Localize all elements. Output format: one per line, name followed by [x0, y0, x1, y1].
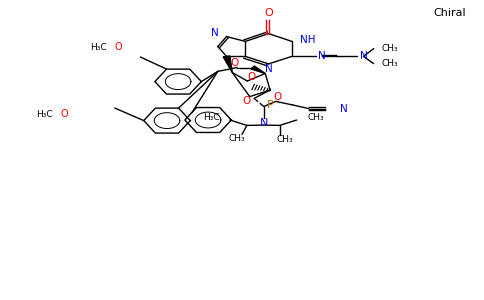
Text: H₃C: H₃C — [36, 110, 52, 119]
Polygon shape — [223, 56, 232, 73]
Text: P: P — [267, 100, 273, 110]
Text: Chiral: Chiral — [434, 8, 467, 19]
Text: CH₃: CH₃ — [381, 59, 398, 68]
Text: O: O — [60, 109, 68, 119]
Text: O: O — [230, 58, 239, 68]
Text: N: N — [265, 64, 272, 74]
Text: NH: NH — [300, 34, 316, 45]
Text: N: N — [318, 51, 326, 62]
Text: O: O — [247, 72, 256, 82]
Text: CH₃: CH₃ — [381, 44, 398, 53]
Text: O: O — [273, 92, 282, 102]
Text: N: N — [259, 118, 268, 128]
Text: N: N — [360, 51, 367, 62]
Text: O: O — [264, 8, 273, 18]
Text: N: N — [211, 28, 218, 38]
Text: O: O — [242, 96, 251, 106]
Text: O: O — [115, 42, 122, 52]
Text: CH₃: CH₃ — [229, 134, 245, 143]
Polygon shape — [251, 66, 265, 74]
Text: H₃C: H₃C — [90, 44, 106, 52]
Text: CH₃: CH₃ — [307, 113, 324, 122]
Text: CH₃: CH₃ — [276, 135, 293, 144]
Text: N: N — [340, 103, 348, 114]
Text: H₃C: H₃C — [204, 113, 220, 122]
